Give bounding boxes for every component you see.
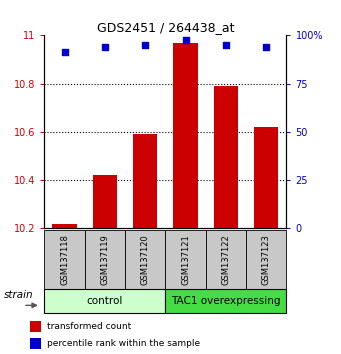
Text: GSM137122: GSM137122 (221, 234, 231, 285)
Point (223, 42, 229, 48)
Point (102, 45, 108, 50)
Point (62, 50, 67, 55)
Bar (214, 86, 238, 228)
Text: GSM137123: GSM137123 (262, 234, 271, 285)
Text: transformed count: transformed count (47, 322, 131, 331)
Point (143, 42, 148, 48)
Bar (30, 338, 41, 349)
FancyBboxPatch shape (165, 289, 286, 313)
FancyBboxPatch shape (44, 289, 165, 313)
Text: strain: strain (3, 290, 33, 301)
Bar (53, 223, 77, 228)
Text: GSM137118: GSM137118 (60, 234, 69, 285)
FancyBboxPatch shape (246, 230, 286, 289)
FancyBboxPatch shape (125, 230, 165, 289)
FancyBboxPatch shape (85, 230, 125, 289)
FancyBboxPatch shape (44, 230, 85, 289)
FancyBboxPatch shape (206, 230, 246, 289)
Text: GSM137120: GSM137120 (141, 234, 150, 285)
Bar (174, 42, 198, 228)
Bar (133, 134, 157, 228)
Text: GSM137121: GSM137121 (181, 234, 190, 285)
Title: GDS2451 / 264438_at: GDS2451 / 264438_at (97, 21, 234, 34)
Text: control: control (87, 296, 123, 306)
Point (183, 38, 188, 43)
Text: percentile rank within the sample: percentile rank within the sample (47, 339, 200, 348)
Text: GSM137119: GSM137119 (100, 234, 109, 285)
Text: TAC1 overexpressing: TAC1 overexpressing (171, 296, 281, 306)
Bar (30, 321, 41, 332)
Bar (254, 127, 278, 228)
FancyBboxPatch shape (165, 230, 206, 289)
Point (264, 45, 269, 50)
Bar (93, 175, 117, 228)
